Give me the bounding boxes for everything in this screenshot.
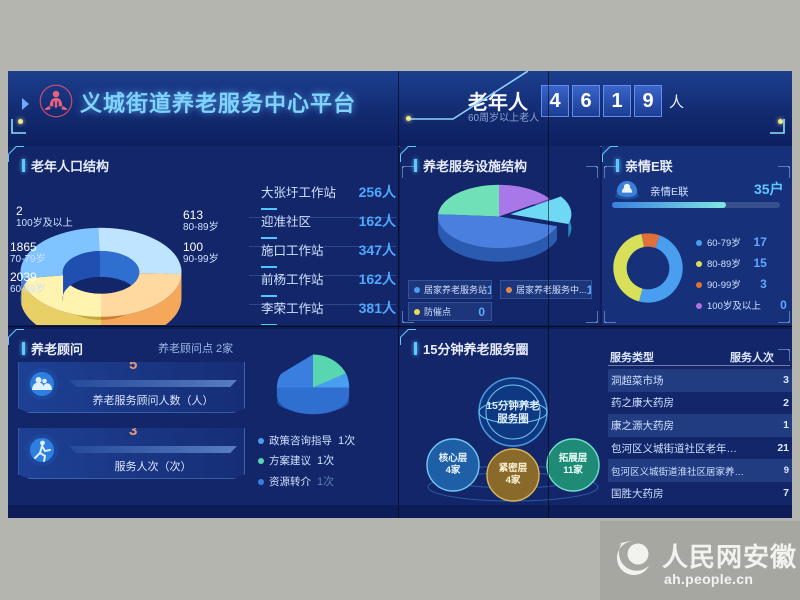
svg-text:15分钟养老: 15分钟养老: [486, 399, 540, 412]
svg-text:服务圈: 服务圈: [497, 412, 529, 425]
svg-text:紧密层: 紧密层: [499, 462, 528, 474]
svg-text:11家: 11家: [563, 464, 583, 476]
svg-text:4家: 4家: [446, 464, 461, 476]
svg-text:核心层: 核心层: [439, 452, 468, 464]
svg-text:拓展层: 拓展层: [559, 452, 588, 464]
svg-text:4家: 4家: [506, 474, 521, 486]
